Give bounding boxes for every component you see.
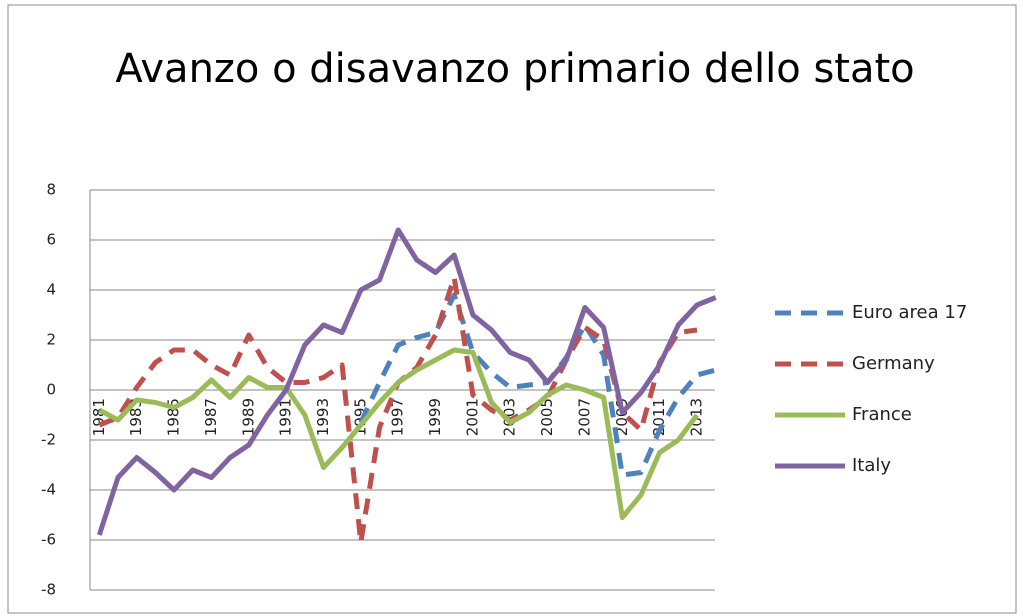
chart-border (7, 4, 1017, 614)
legend-label: France (852, 404, 912, 425)
y-tick-label: -4 (41, 481, 56, 499)
x-tick-label: 1987 (202, 398, 220, 436)
chart-title: Avanzo o disavanzo primario dello stato (115, 46, 915, 92)
x-tick-label: 1997 (389, 398, 407, 436)
series-line (96, 227, 717, 536)
x-tick-label: 1999 (426, 398, 444, 436)
y-tick-label: -8 (41, 581, 56, 599)
y-tick-label: 8 (46, 181, 56, 199)
x-tick-label: 1993 (314, 398, 332, 436)
x-tick-label: 1995 (351, 398, 369, 436)
legend-label: Germany (852, 353, 935, 374)
y-tick-label: 6 (46, 231, 56, 249)
x-tick-label: 1989 (239, 398, 257, 436)
x-tick-label: 1981 (90, 398, 108, 436)
legend-label: Italy (852, 455, 891, 476)
y-tick-label: 0 (46, 381, 56, 399)
legend-label: Euro area 17 (852, 302, 967, 323)
x-tick-label: 2005 (538, 398, 556, 436)
series-line (358, 292, 717, 478)
x-tick-label: 1991 (277, 398, 295, 436)
x-tick-label: 2007 (575, 398, 593, 436)
y-tick-label: 2 (46, 331, 56, 349)
y-tick-label: -2 (41, 431, 56, 449)
series-line (98, 347, 700, 520)
x-tick-label: 2001 (463, 398, 481, 436)
y-tick-label: -6 (41, 531, 56, 549)
y-tick-label: 4 (46, 281, 56, 299)
